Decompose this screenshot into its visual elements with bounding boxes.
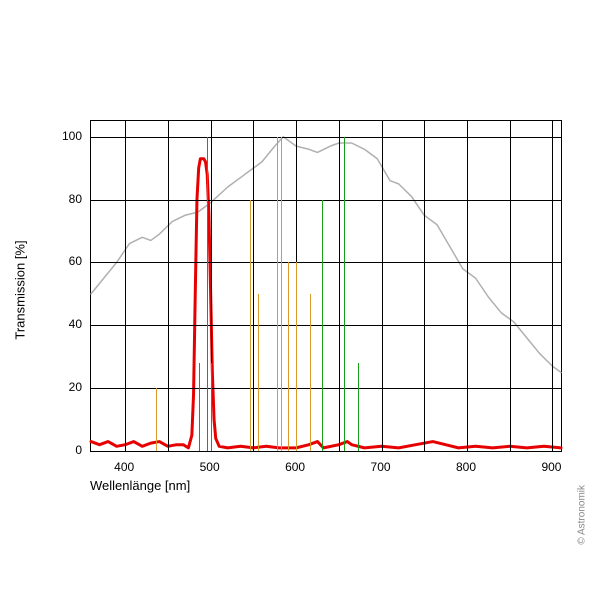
emission-line — [211, 363, 212, 451]
y-tick: 80 — [52, 192, 82, 206]
x-tick: 900 — [541, 460, 561, 474]
emission-line — [207, 137, 208, 451]
emission-line — [288, 262, 289, 451]
y-axis-label: Transmission [%] — [13, 240, 28, 339]
x-tick: 600 — [285, 460, 305, 474]
gridline-v — [382, 121, 383, 451]
gridline-v — [510, 121, 511, 451]
series-gray — [91, 137, 561, 373]
y-tick: 100 — [52, 129, 82, 143]
emission-line — [258, 294, 259, 451]
emission-line — [358, 363, 359, 451]
gridline-v — [552, 121, 553, 451]
x-tick: 500 — [200, 460, 220, 474]
gridline-v — [339, 121, 340, 451]
chart-frame: Astronomik Astronomik Astronomik Astrono… — [0, 0, 600, 600]
copyright-text: © Astronomik — [577, 485, 588, 545]
gridline-v — [168, 121, 169, 451]
emission-line — [344, 137, 345, 451]
gridline-v — [467, 121, 468, 451]
emission-line — [199, 363, 200, 451]
series-red — [91, 159, 561, 448]
emission-line — [322, 200, 323, 451]
emission-line — [250, 200, 251, 451]
y-tick: 0 — [52, 443, 82, 457]
emission-line — [296, 262, 297, 451]
x-tick: 400 — [114, 460, 134, 474]
gridline-h — [91, 325, 561, 326]
emission-line — [277, 137, 278, 451]
gridline-h — [91, 262, 561, 263]
gridline-h — [91, 200, 561, 201]
plot-area — [90, 120, 562, 452]
gridline-v — [253, 121, 254, 451]
emission-line — [156, 388, 157, 451]
gridline-v — [424, 121, 425, 451]
chart-canvas: Astronomik Astronomik Astronomik Astrono… — [20, 100, 580, 500]
x-tick: 800 — [456, 460, 476, 474]
y-tick: 60 — [52, 254, 82, 268]
gridline-h — [91, 388, 561, 389]
emission-line — [281, 137, 282, 451]
series-svg — [91, 121, 561, 451]
y-tick: 40 — [52, 317, 82, 331]
gridline-h — [91, 137, 561, 138]
y-tick: 20 — [52, 380, 82, 394]
gridline-v — [125, 121, 126, 451]
gridline-h — [91, 451, 561, 452]
emission-line — [310, 294, 311, 451]
x-tick: 700 — [371, 460, 391, 474]
x-axis-label: Wellenlänge [nm] — [90, 478, 190, 493]
